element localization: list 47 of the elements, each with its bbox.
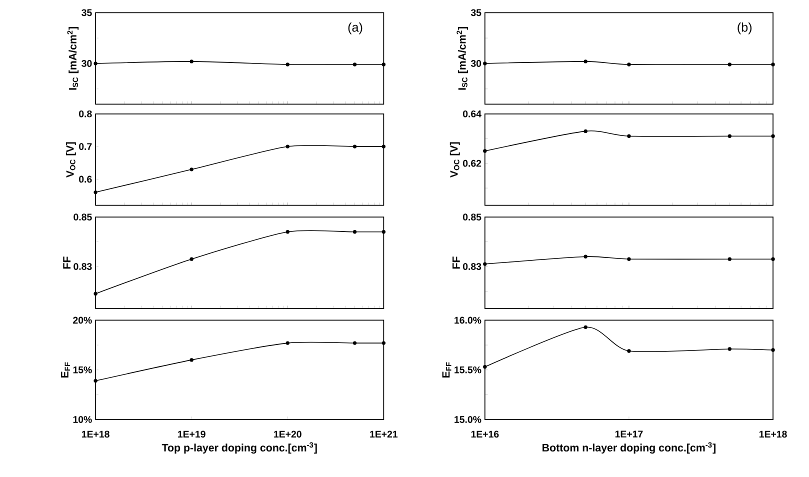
point [483, 365, 487, 369]
y-tick-label: 0.6 [79, 176, 92, 183]
x-axis-title: Top p-layer doping conc.[cm$^{-3}$] [162, 442, 317, 454]
x-tick-label: 1E+18 [82, 430, 110, 438]
y-tick-label: 30 [470, 60, 482, 67]
point [771, 134, 775, 138]
y-axis-title: V$_{OC}$ [V] [450, 142, 460, 178]
y-axis-title: I$_{SC}$ [mA/cm$^{2}$] [67, 26, 79, 90]
y-tick-label: 15.5% [454, 366, 482, 374]
x-tick-label: 1E+19 [178, 430, 206, 438]
point [483, 149, 487, 153]
y-tick-label: 0.85 [74, 214, 92, 221]
y-tick-label: 35 [470, 9, 482, 16]
annotation: (a) [348, 22, 362, 34]
point [627, 257, 631, 261]
y-tick-label: 15.0% [454, 416, 482, 423]
y-axis-title: E$_{FF}$ [442, 362, 452, 378]
y-axis-title: E$_{FF}$ [61, 362, 70, 378]
y-tick-label: 35 [82, 9, 92, 16]
y-axis-title: V$_{OC}$ [V] [66, 142, 76, 178]
y-tick-label: 0.83 [74, 263, 92, 270]
y-axis-title: I$_{SC}$ [mA/cm$^{2}$] [456, 26, 468, 90]
annotation: (b) [738, 22, 752, 34]
x-tick-label: 1E+21 [370, 430, 398, 438]
x-axis-title: Bottom n-layer doping conc.[cm$^{-3}$] [542, 442, 716, 454]
point [771, 257, 775, 261]
y-tick-label: 30 [82, 60, 92, 67]
y-tick-label: 0.62 [462, 160, 482, 167]
y-tick-label: 0.8 [79, 110, 92, 118]
y-tick-label: 0.64 [462, 110, 482, 118]
x-tick-label: 1E+18 [759, 430, 787, 438]
y-tick-label: 0.7 [79, 143, 92, 150]
y-tick-label: 15% [73, 366, 92, 374]
x-tick-label: 1E+16 [471, 430, 499, 438]
y-tick-label: 0.85 [462, 214, 482, 221]
x-tick-label: 1E+20 [274, 430, 302, 438]
point [483, 262, 487, 266]
point [771, 348, 775, 352]
point [627, 349, 631, 353]
y-tick-label: 20% [73, 316, 92, 324]
x-tick-label: 1E+17 [615, 430, 643, 438]
y-tick-label: 0.83 [462, 263, 482, 270]
y-tick-label: 16.0% [454, 316, 482, 324]
y-tick-label: 10% [73, 416, 92, 423]
y-axis-title: FF [63, 256, 70, 269]
point [627, 134, 631, 138]
y-axis-title: FF [452, 256, 460, 269]
